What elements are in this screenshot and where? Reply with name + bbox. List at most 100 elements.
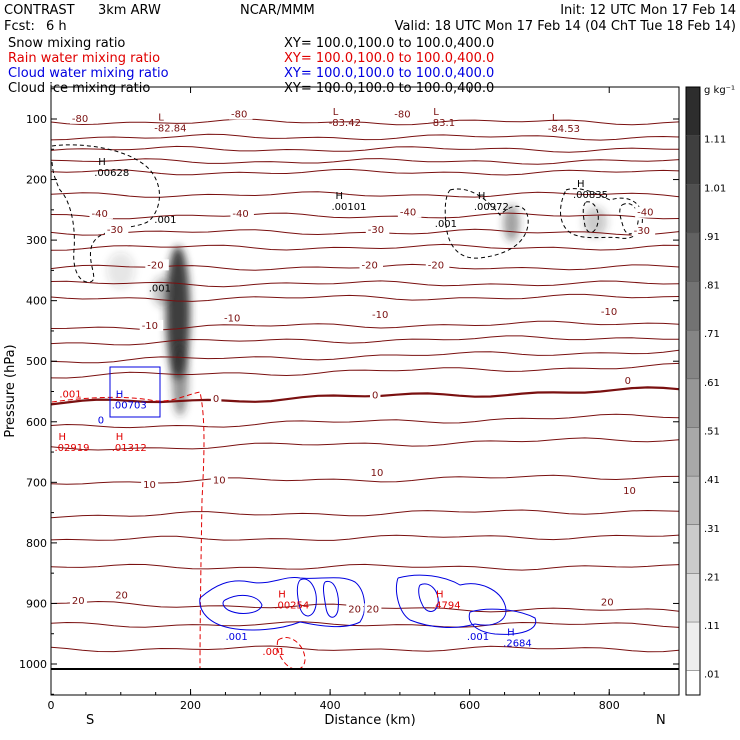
x-tick-label: 0 bbox=[48, 699, 55, 712]
isotherm-label-backing bbox=[397, 206, 422, 218]
isotherm-line bbox=[51, 509, 679, 519]
extremum-mark: L bbox=[158, 112, 164, 123]
isotherm-label-backing bbox=[598, 305, 623, 317]
colorbar-swatch bbox=[686, 87, 700, 137]
extremum-mark: L bbox=[552, 113, 558, 124]
isotherm-line bbox=[51, 437, 679, 451]
field-xy-snow: XY= 100.0,100.0 to 100.0,400.0 bbox=[284, 36, 494, 51]
isotherm-label: -40 bbox=[400, 208, 416, 219]
isotherm-label: -80 bbox=[231, 110, 247, 121]
isotherm-label: -10 bbox=[601, 307, 617, 318]
isotherm-label-backing bbox=[222, 312, 246, 324]
colorbar: g kg⁻¹ 1.11 1.01 .91 .81 .71 .61 .51 .41 .31 .21.… bbox=[685, 85, 735, 720]
isotherm-label-backing bbox=[369, 309, 394, 321]
y-tick-label: 200 bbox=[26, 174, 47, 187]
cloud-water-contour bbox=[322, 580, 339, 618]
contour-label: 0 bbox=[98, 416, 104, 427]
extremum-value: .00835 bbox=[573, 190, 608, 201]
isotherm-label: -40 bbox=[232, 209, 248, 220]
contour-label: .001 bbox=[149, 284, 171, 295]
contour-label: .001 bbox=[225, 632, 247, 643]
x-tick-label: 400 bbox=[320, 699, 341, 712]
isotherm-label-backing bbox=[364, 603, 382, 615]
extremum-mark: H bbox=[436, 589, 444, 600]
plot-area: -80 -80 -80-40 -40 -40 -40-30 -30 -30-20 -20 -20-… bbox=[19, 86, 680, 712]
x-tick-label: 600 bbox=[459, 699, 480, 712]
contour-label: .001 bbox=[154, 215, 176, 226]
isotherm-label-backing bbox=[89, 207, 113, 219]
isotherm-label: 10 bbox=[143, 480, 156, 491]
colorbar-swatch bbox=[686, 135, 700, 185]
colorbar-level: 1.11 bbox=[704, 135, 726, 146]
extremum-value: .01312 bbox=[112, 443, 147, 454]
isotherm-line bbox=[51, 145, 679, 153]
isotherm-label-backing bbox=[622, 375, 634, 387]
colorbar-level: .41 bbox=[704, 475, 720, 486]
colorbar-level: .51 bbox=[704, 426, 720, 437]
isotherm-label: 20 bbox=[366, 604, 379, 615]
snow-contour bbox=[51, 144, 160, 283]
colorbar-swatch bbox=[686, 476, 700, 526]
isotherm-label: -30 bbox=[634, 226, 650, 237]
colorbar-swatch bbox=[686, 622, 700, 672]
field-xy-cloud-water: XY= 100.0,100.0 to 100.0,400.0 bbox=[284, 66, 494, 81]
isotherm-label: 10 bbox=[623, 486, 636, 497]
isotherm-label: -80 bbox=[72, 114, 88, 125]
isotherm-label-backing bbox=[359, 259, 384, 271]
field-name-snow: Snow mixing ratio bbox=[8, 36, 125, 51]
isotherm-label-backing bbox=[631, 224, 656, 236]
extremum-value: .00101 bbox=[332, 202, 367, 213]
isotherm-line bbox=[51, 243, 679, 251]
y-tick-label: 600 bbox=[26, 416, 47, 429]
extremum-mark: H bbox=[98, 157, 106, 168]
colorbar-frame bbox=[685, 86, 701, 696]
isotherm-line bbox=[51, 168, 679, 176]
y-tick-label: 400 bbox=[26, 295, 47, 308]
extremum-value: .00703 bbox=[112, 401, 147, 412]
y-tick-label: 800 bbox=[26, 537, 47, 550]
isotherm-label: -20 bbox=[362, 260, 378, 271]
isotherm-label-backing bbox=[369, 389, 381, 401]
colorbar-swatch bbox=[686, 281, 700, 331]
colorbar-level: .61 bbox=[704, 378, 720, 389]
isotherm-label: -20 bbox=[428, 260, 444, 271]
colorbar-swatch bbox=[686, 524, 700, 574]
extremum-mark: L bbox=[333, 107, 339, 118]
isotherm-line bbox=[51, 212, 679, 220]
extremum-value: .02919 bbox=[54, 443, 89, 454]
isotherm-label-backing bbox=[141, 479, 159, 491]
extremum-mark: H bbox=[577, 179, 585, 190]
isotherm-label: -20 bbox=[147, 260, 163, 271]
isotherm-label-backing bbox=[230, 207, 254, 219]
cloud-water-contour bbox=[418, 583, 439, 612]
colorbar-swatch bbox=[686, 427, 700, 477]
isotherm-label: 20 bbox=[601, 598, 614, 609]
isotherm-line bbox=[51, 645, 679, 653]
extremum-mark: H bbox=[116, 432, 124, 443]
isotherm-label-backing bbox=[104, 224, 129, 236]
extremum-mark: H bbox=[116, 390, 124, 401]
isotherm-label-backing bbox=[621, 485, 639, 497]
field-name-rain: Rain water mixing ratio bbox=[8, 51, 160, 66]
isotherm-label: -40 bbox=[637, 208, 653, 219]
isotherm-line bbox=[51, 335, 679, 346]
extremum-value: -83.1 bbox=[429, 118, 455, 129]
extremum-mark: H bbox=[278, 589, 286, 600]
isotherm-line bbox=[51, 280, 679, 288]
isotherm-line bbox=[51, 293, 679, 302]
isotherm-line bbox=[51, 563, 679, 571]
isotherm-label-backing bbox=[635, 206, 659, 218]
cloud-water-contour bbox=[468, 608, 537, 635]
isotherm-line bbox=[51, 191, 679, 198]
colorbar-level: .11 bbox=[704, 621, 720, 632]
isotherm-label: -40 bbox=[91, 209, 107, 220]
isotherm-label: -10 bbox=[142, 321, 158, 332]
isotherm-label: 10 bbox=[371, 468, 384, 479]
extremum-value: -83.42 bbox=[329, 118, 361, 129]
colorbar-swatch bbox=[686, 330, 700, 380]
x-end-label: N bbox=[656, 713, 666, 728]
isotherm-label: 10 bbox=[213, 475, 226, 486]
isotherm-label-backing bbox=[598, 596, 616, 608]
